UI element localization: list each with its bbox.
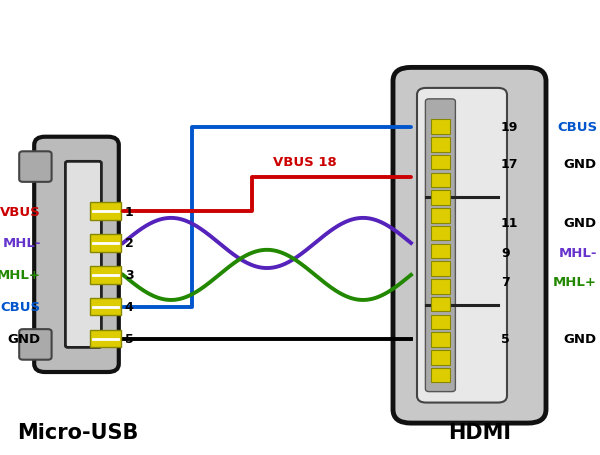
Text: MHL+: MHL+ — [0, 269, 41, 282]
FancyBboxPatch shape — [19, 152, 52, 182]
FancyBboxPatch shape — [19, 329, 52, 360]
FancyBboxPatch shape — [90, 330, 121, 348]
Bar — [431, 297, 450, 312]
Text: 1: 1 — [125, 205, 134, 218]
Text: CBUS: CBUS — [557, 121, 597, 134]
FancyBboxPatch shape — [65, 162, 101, 348]
Text: 7: 7 — [501, 276, 510, 288]
Bar — [431, 120, 450, 135]
Text: 2: 2 — [125, 237, 134, 250]
Text: MHL-: MHL- — [2, 237, 41, 250]
Text: GND: GND — [564, 157, 597, 170]
Bar — [431, 156, 450, 170]
Text: MHL+: MHL+ — [553, 276, 597, 288]
FancyBboxPatch shape — [393, 68, 546, 423]
FancyBboxPatch shape — [90, 203, 121, 220]
Text: VBUS 18: VBUS 18 — [273, 155, 337, 168]
FancyBboxPatch shape — [90, 235, 121, 252]
Text: 19: 19 — [501, 121, 518, 134]
Bar — [431, 350, 450, 365]
Text: CBUS: CBUS — [1, 301, 41, 313]
Bar — [431, 209, 450, 223]
Text: Micro-USB: Micro-USB — [17, 422, 139, 442]
FancyBboxPatch shape — [34, 137, 119, 372]
Bar — [431, 191, 450, 206]
Bar — [431, 244, 450, 258]
Text: 17: 17 — [501, 157, 518, 170]
Text: VBUS: VBUS — [0, 205, 41, 218]
Text: 5: 5 — [125, 333, 134, 345]
FancyBboxPatch shape — [425, 100, 455, 392]
Text: 4: 4 — [125, 301, 134, 313]
Bar — [431, 279, 450, 294]
FancyBboxPatch shape — [90, 267, 121, 284]
Text: 11: 11 — [501, 217, 518, 229]
Text: 3: 3 — [125, 269, 133, 282]
FancyBboxPatch shape — [417, 89, 507, 403]
Bar — [431, 315, 450, 329]
Text: HDMI: HDMI — [449, 422, 511, 442]
Text: GND: GND — [564, 217, 597, 229]
Bar — [431, 262, 450, 276]
Bar — [431, 173, 450, 188]
Bar — [431, 227, 450, 241]
FancyBboxPatch shape — [90, 298, 121, 316]
Bar — [431, 138, 450, 152]
Text: 9: 9 — [501, 246, 509, 259]
Text: GND: GND — [8, 333, 41, 345]
Bar — [431, 368, 450, 383]
Text: 5: 5 — [501, 333, 510, 345]
Text: MHL-: MHL- — [559, 246, 597, 259]
Bar — [431, 333, 450, 347]
Text: GND: GND — [564, 333, 597, 345]
